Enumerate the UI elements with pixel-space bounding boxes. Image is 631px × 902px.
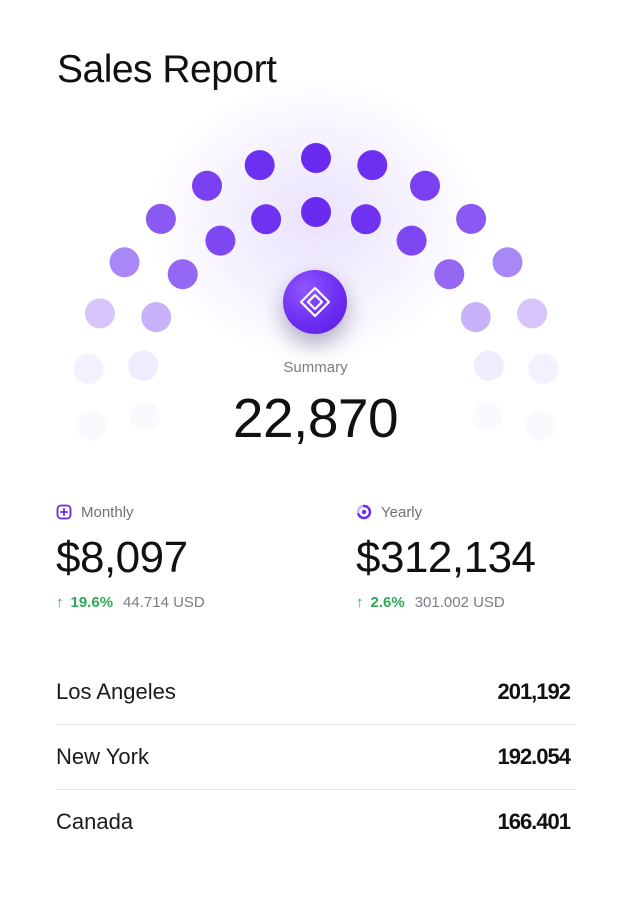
arc-dot <box>73 354 104 384</box>
city-value: 192.054 <box>497 744 571 769</box>
summary-logo-button[interactable] <box>283 270 347 334</box>
city-row-canada[interactable]: Canada 166.401 <box>56 790 576 854</box>
arc-dot <box>473 350 504 381</box>
arc-dot <box>76 410 107 441</box>
arc-dot <box>492 247 523 278</box>
city-value: 201,192 <box>497 679 571 704</box>
arc-dot <box>129 401 160 432</box>
yearly-label: Yearly <box>381 503 423 521</box>
arc-dot <box>244 150 275 181</box>
city-row-new-york[interactable]: New York 192.054 <box>56 725 576 790</box>
summary-label: Summary <box>283 359 348 376</box>
arc-dot <box>84 298 115 329</box>
arc-dot <box>472 401 503 432</box>
plus-square-icon <box>56 504 72 520</box>
arc-dot <box>145 203 176 234</box>
city-value: 166.401 <box>497 809 571 834</box>
arc-dot <box>301 143 331 173</box>
city-row-los-angeles[interactable]: Los Angeles 201,192 <box>56 660 576 725</box>
arc-dot <box>396 225 427 256</box>
monthly-secondary: 44.714 USD <box>123 594 205 611</box>
yearly-change: ↑ 2.6% <box>356 594 405 611</box>
yearly-stat: Yearly $312,134 ↑ 2.6% 301.002 USD <box>356 502 536 612</box>
page-title: Sales Report <box>57 48 277 91</box>
monthly-label: Monthly <box>81 503 134 521</box>
yearly-value: $312,134 <box>356 533 536 582</box>
city-name: New York <box>56 744 149 769</box>
city-name: Canada <box>56 809 134 834</box>
yearly-change-value: 2.6% <box>370 594 405 611</box>
dot-arc-graphic <box>73 143 559 441</box>
monthly-change-value: 19.6% <box>70 594 114 611</box>
monthly-stat: Monthly $8,097 ↑ 19.6% 44.714 USD <box>56 502 205 612</box>
city-list: Los Angeles 201,192 New York 192.054 Can… <box>56 660 576 854</box>
arc-dot <box>141 302 172 333</box>
arc-dot <box>350 204 381 235</box>
arc-dot <box>128 350 159 381</box>
arc-dot <box>528 354 559 384</box>
monthly-value: $8,097 <box>56 533 188 582</box>
arc-dot <box>109 247 140 278</box>
arc-dot <box>517 298 548 329</box>
arc-dot <box>192 170 222 201</box>
arc-dot <box>456 203 487 234</box>
arc-dot <box>205 225 236 256</box>
arc-dot <box>301 197 331 227</box>
ring-chart-icon <box>356 504 372 520</box>
arc-dot <box>525 410 556 441</box>
arc-dot <box>460 302 491 333</box>
arc-dot <box>167 259 198 290</box>
arc-dot <box>410 170 440 201</box>
arc-dot <box>251 204 282 235</box>
arc-dot <box>434 259 465 290</box>
yearly-secondary: 301.002 USD <box>414 594 505 611</box>
arc-dot <box>357 150 388 181</box>
monthly-change: ↑ 19.6% <box>56 594 113 611</box>
summary-value: 22,870 <box>232 387 399 449</box>
arrow-up-icon: ↑ <box>56 594 64 611</box>
arrow-up-icon: ↑ <box>356 594 364 611</box>
city-name: Los Angeles <box>56 679 176 704</box>
diamond-logo-icon <box>299 286 331 318</box>
